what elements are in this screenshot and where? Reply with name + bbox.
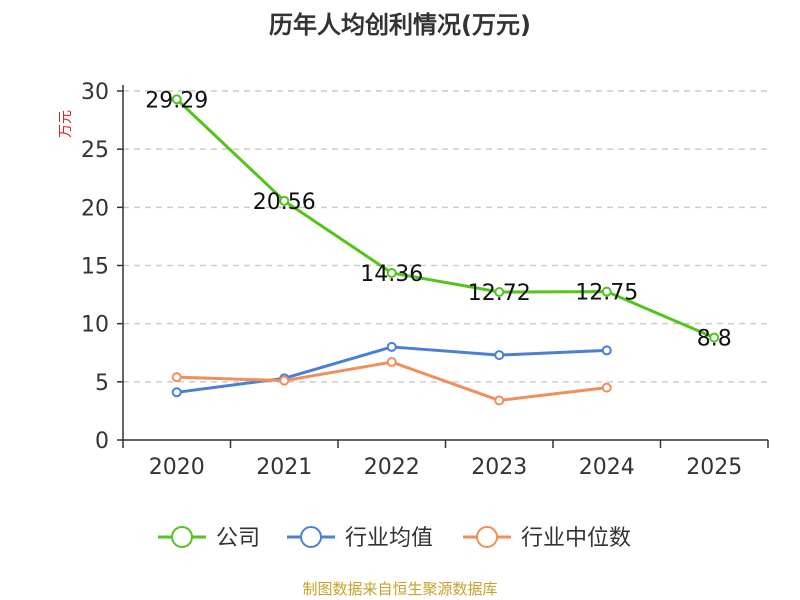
y-axis-label: 万元 <box>58 110 74 138</box>
legend-label: 公司 <box>216 526 260 551</box>
data-point <box>494 350 505 361</box>
data-point <box>386 357 397 368</box>
y-tick-label: 15 <box>81 255 109 280</box>
data-point <box>279 195 290 206</box>
data-point <box>171 94 182 105</box>
x-tick-label: 2023 <box>471 455 527 480</box>
data-point <box>386 267 397 278</box>
data-point <box>279 375 290 386</box>
data-point <box>171 372 182 383</box>
data-point <box>709 332 720 343</box>
data-label: 12.72 <box>468 281 531 306</box>
series <box>171 94 720 406</box>
legend-marker <box>476 526 498 548</box>
y-tick-label: 0 <box>95 429 109 454</box>
x-tick-label: 2021 <box>256 455 312 480</box>
x-tick-label: 2025 <box>686 455 742 480</box>
legend-marker <box>171 526 193 548</box>
data-point <box>601 345 612 356</box>
source-credit: 制图数据来自恒生聚源数据库 <box>302 580 497 598</box>
data-point <box>601 286 612 297</box>
data-point <box>601 382 612 393</box>
y-tick-label: 20 <box>81 196 109 221</box>
x-tick-label: 2024 <box>579 455 635 480</box>
data-label: 20.56 <box>253 190 316 215</box>
series-line-0 <box>175 98 715 340</box>
x-tick-label: 2020 <box>149 455 205 480</box>
data-point <box>171 387 182 398</box>
legend: 公司 行业均值 行业中位数 <box>158 526 631 551</box>
series-line-1 <box>176 345 607 394</box>
y-tick-label: 5 <box>95 371 109 396</box>
y-tick-label: 30 <box>81 80 109 105</box>
y-tick-label: 25 <box>81 138 109 163</box>
data-labels: 29.29 20.56 14.36 12.72 12.75 8.8 <box>145 88 731 351</box>
data-label: 29.29 <box>145 88 208 113</box>
y-tick-label: 10 <box>81 313 109 338</box>
chart-title: 历年人均创利情况(万元) <box>269 11 531 39</box>
legend-marker <box>300 526 322 548</box>
legend-label: 行业均值 <box>345 526 433 551</box>
data-point <box>494 287 505 298</box>
data-point <box>494 395 505 406</box>
data-point <box>386 341 397 352</box>
data-label: 12.75 <box>575 281 638 306</box>
data-label: 14.36 <box>360 262 423 287</box>
x-tick-label: 2022 <box>364 455 420 480</box>
grid <box>123 90 768 383</box>
legend-label: 行业中位数 <box>521 526 631 551</box>
data-label: 8.8 <box>697 327 732 352</box>
